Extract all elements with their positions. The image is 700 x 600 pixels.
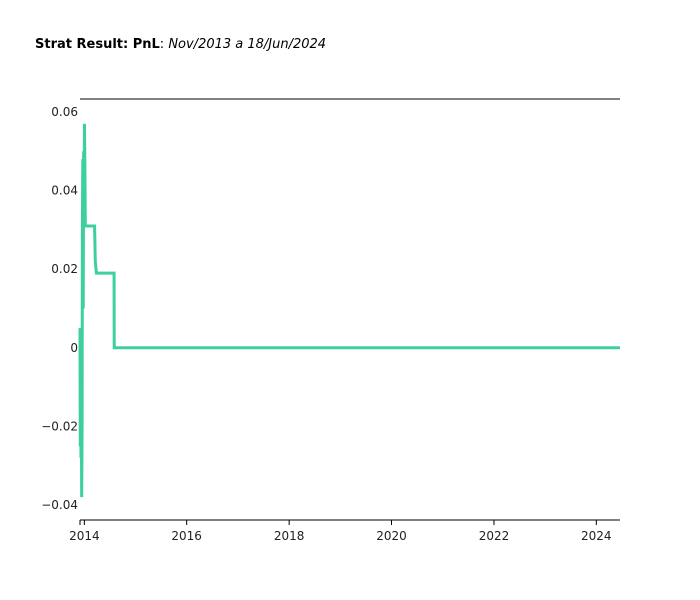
x-axis-ticks: 2014 2016 2018 2020 2022 2024: [69, 520, 612, 543]
chart-title: Strat Result: PnL: Nov/2013 a 18/Jun/202…: [35, 37, 326, 52]
x-tick-label: 2024: [581, 529, 612, 543]
series-line-0: [78, 123, 620, 498]
x-tick-label: 2018: [274, 529, 305, 543]
chart-title-bold: Strat Result: PnL: [35, 37, 160, 52]
y-tick-label: −0.02: [41, 419, 78, 433]
y-axis-ticks: −0.04 −0.02 0 0.02 0.04 0.06: [41, 105, 78, 512]
y-tick-label: 0.06: [51, 105, 78, 119]
chart-title-italic: Nov/2013 a 18/Jun/2024: [168, 37, 327, 52]
x-tick-label: 2020: [376, 529, 407, 543]
x-tick-label: 2016: [171, 529, 202, 543]
x-tick-label: 2022: [479, 529, 510, 543]
y-tick-label: 0: [70, 341, 78, 355]
chart-title-separator: :: [159, 37, 169, 52]
y-tick-label: 0.04: [51, 184, 78, 198]
y-tick-label: −0.04: [41, 498, 78, 512]
series-layer: [78, 123, 620, 498]
y-tick-label: 0.02: [51, 262, 78, 276]
x-tick-label: 2014: [69, 529, 100, 543]
